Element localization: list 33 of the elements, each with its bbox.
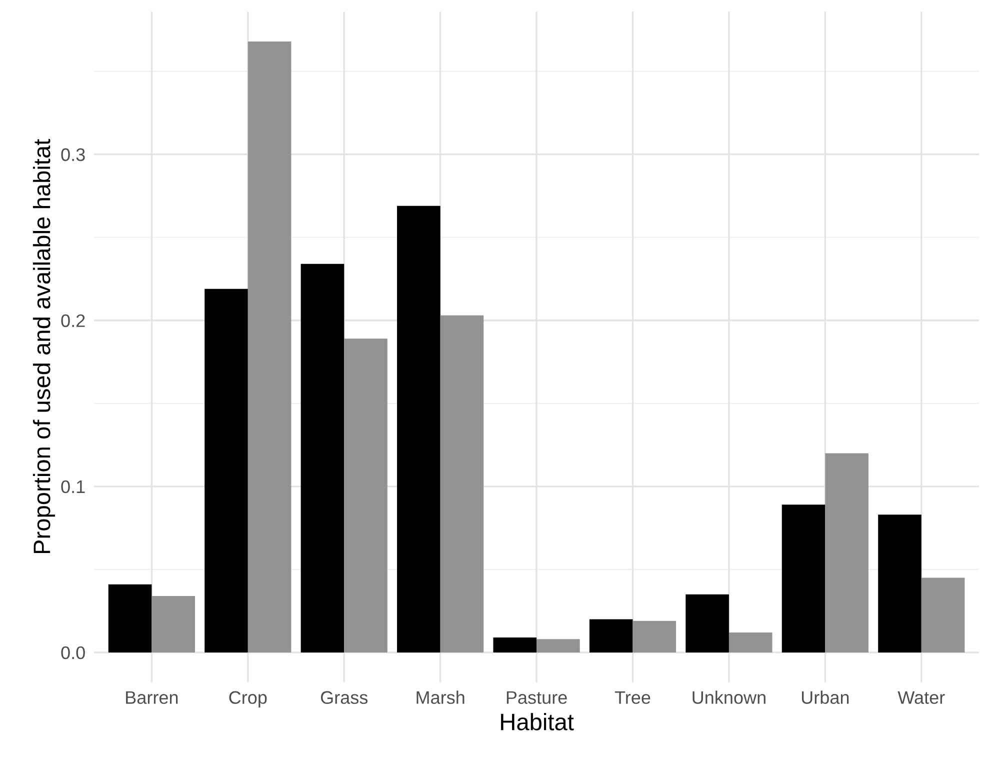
y-tick-label: 0.0 — [61, 646, 85, 660]
y-tick-label: 0.3 — [61, 148, 85, 162]
bar — [589, 619, 633, 652]
bar — [782, 504, 826, 652]
bar — [397, 206, 440, 652]
x-tick-label: Tree — [614, 691, 650, 704]
x-tick-label: Marsh — [416, 690, 464, 704]
x-tick-label: Unknown — [692, 690, 766, 704]
x-tick-label: Barren — [126, 691, 178, 704]
bar — [878, 514, 922, 652]
bar — [248, 41, 292, 652]
bar — [300, 264, 344, 652]
bar — [686, 594, 729, 652]
y-tick-label: 0.2 — [61, 314, 85, 328]
bar — [204, 288, 248, 652]
x-tick-label: Water — [898, 691, 945, 704]
bar — [108, 584, 152, 652]
bar — [152, 596, 195, 652]
y-axis-title: Proportion of used and available habitat — [32, 139, 55, 554]
bar — [921, 578, 965, 652]
x-axis-title: Habitat — [501, 713, 574, 730]
y-tick-label: 0.1 — [61, 480, 85, 494]
x-tick-label: Crop — [229, 691, 267, 708]
bar — [536, 639, 580, 652]
bar — [632, 620, 676, 652]
x-tick-label: Urban — [802, 690, 849, 704]
bar — [825, 453, 868, 652]
bar — [440, 315, 484, 652]
bar — [344, 338, 388, 652]
x-tick-label: Grass — [320, 691, 368, 704]
x-tick-label: Pasture — [506, 691, 567, 704]
bar — [493, 638, 537, 652]
bar — [728, 632, 772, 652]
